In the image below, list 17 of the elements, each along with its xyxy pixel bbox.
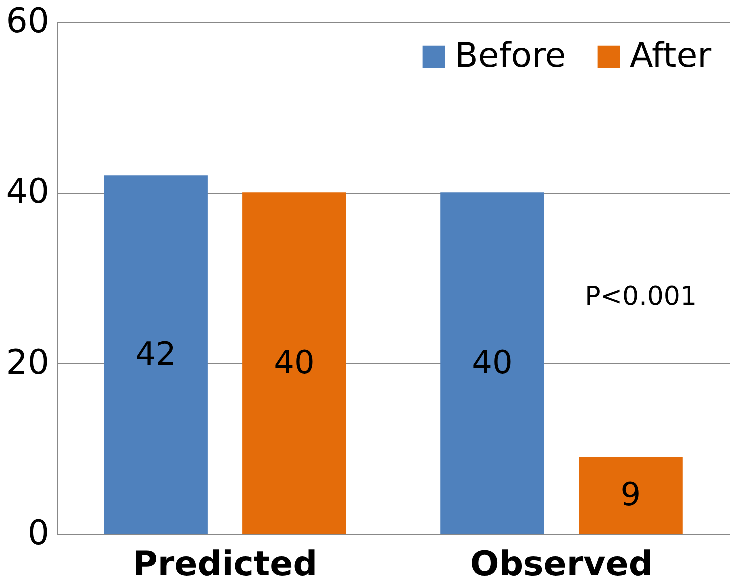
bar — [440, 192, 544, 534]
y-tick-label: 40 — [6, 172, 50, 212]
legend-label: After — [630, 36, 712, 76]
y-tick-label: 20 — [6, 342, 50, 383]
x-tick-label: Observed — [470, 544, 654, 584]
data-label: 9 — [620, 476, 642, 514]
bar — [242, 192, 346, 534]
data-label: 42 — [136, 334, 176, 373]
data-label: 40 — [472, 343, 513, 382]
annotation: P<0.001 — [585, 282, 697, 312]
bar — [104, 176, 208, 534]
bar — [579, 457, 683, 534]
legend-label: Before — [455, 36, 566, 76]
y-tick-label: 60 — [6, 2, 50, 42]
x-tick-label: Predicted — [132, 544, 318, 584]
y-tick-label: 0 — [28, 514, 50, 554]
data-label: 40 — [274, 343, 315, 382]
